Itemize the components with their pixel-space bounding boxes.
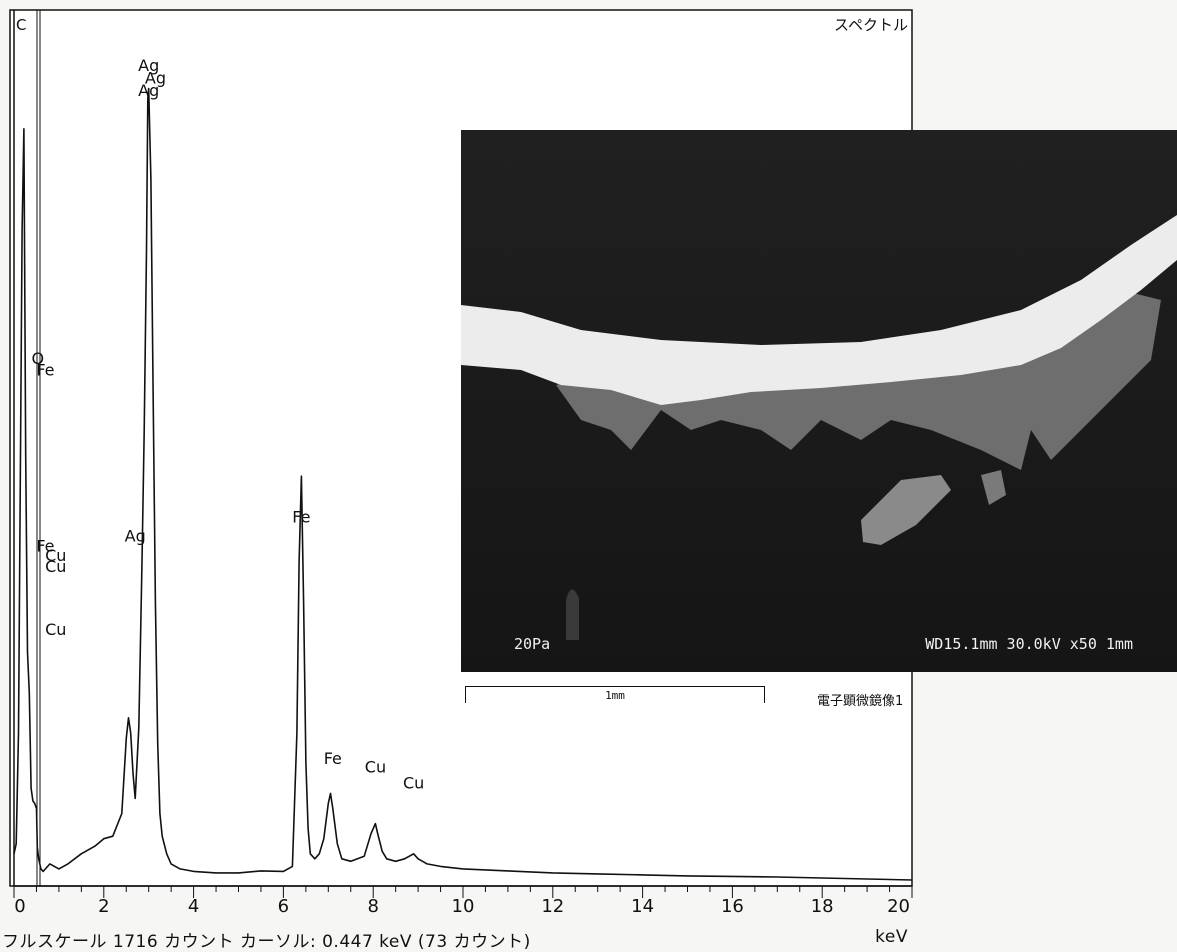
pit-feature [566,589,579,640]
sem-pressure-label: 20Pa [514,635,551,653]
x-tick-label: 18 [811,896,834,917]
peak-label: Ag [138,81,159,100]
silver-band [461,215,1177,405]
peak-label: Fe [324,749,342,768]
scale-bar: 1mm [465,686,765,703]
peak-label: Fe [36,537,54,556]
x-tick-label: 6 [278,896,289,917]
full-scale-readout: フルスケール 1716 カウント カーソル: 0.447 keV (73 カウン… [2,932,531,952]
x-tick-label: 8 [367,896,378,917]
x-tick-label: 2 [98,896,109,917]
sem-micrograph: 20Pa WD15.1mm 30.0kV x50 1mm [461,130,1177,672]
peak-label: Fe [36,360,54,379]
x-tick-label: 4 [188,896,199,917]
micrograph-caption: 電子顕微鏡像1 [817,694,904,709]
x-tick-label: 0 [14,896,25,917]
sem-conditions-label: WD15.1mm 30.0kV x50 1mm [925,635,1133,653]
small-particle [981,470,1006,505]
peak-label: O [32,349,45,368]
peak-label: Ag [138,56,159,75]
peak-label: Fe [292,507,310,526]
peak-label: Cu [365,758,386,777]
panel-title: スペクトル [834,16,908,34]
status-bar: フルスケール 1716 カウント カーソル: 0.447 keV (73 カウン… [2,927,912,952]
peak-label: Ag [145,68,166,87]
spectrum-line [13,87,913,881]
peak-label: Cu [45,546,66,565]
peak-label: Cu [403,773,424,792]
peak-label: Ag [125,527,146,546]
peak-label: Cu [45,557,66,576]
x-tick-label: 12 [541,896,564,917]
micrograph-rendering [461,130,1177,672]
inclusion-particle [861,475,951,545]
x-tick-label: 10 [452,896,475,917]
peak-label: Cu [45,620,66,639]
scale-bar-label: 1mm [605,689,625,702]
x-axis: 0 2 4 6 8 10 12 14 16 18 20 [13,885,913,917]
x-tick-label: 20 [887,896,910,917]
panel-corner-mark: C [16,16,26,34]
x-tick-label: 14 [631,896,654,917]
energy-unit-label: keV [875,927,908,947]
x-tick-label: 16 [721,896,744,917]
